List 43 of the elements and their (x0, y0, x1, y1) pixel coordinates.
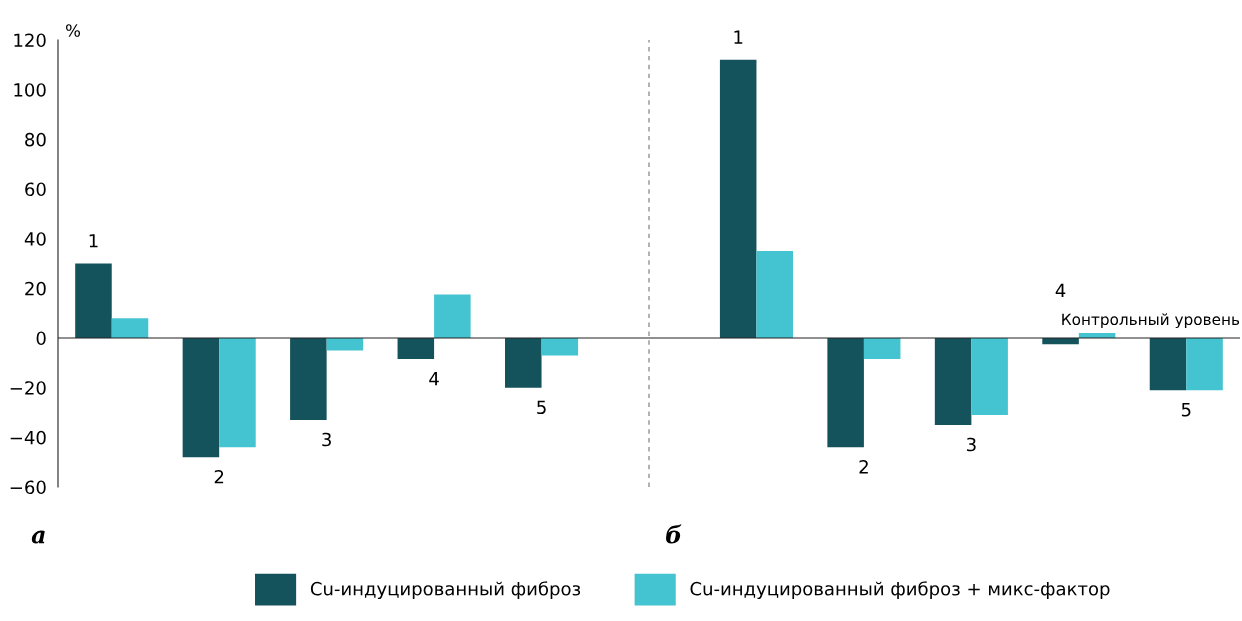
bar (397, 338, 435, 360)
bar (290, 338, 327, 420)
legend-label: Cu-индуцированный фиброз (310, 581, 581, 600)
text: б (666, 524, 682, 544)
bar (971, 338, 1008, 415)
y-tick-label: −40 (10, 430, 46, 445)
annotation: 3 (967, 437, 976, 452)
y-tick-label: −20 (10, 381, 46, 395)
y-tick-label: 60 (25, 182, 46, 197)
bar (1149, 338, 1187, 391)
bar (505, 338, 542, 388)
bar (541, 338, 579, 356)
y-tick-label: 80 (25, 132, 46, 147)
legend-label: Cu-индуцированный фиброз + микс-фактор (690, 581, 1110, 600)
annotation: 2 (859, 460, 868, 474)
bar (934, 338, 972, 425)
ref-line-label: Контрольный уровень (1062, 313, 1240, 329)
annotation: 5 (537, 400, 546, 415)
bar (434, 294, 471, 338)
annotation: 5 (1181, 403, 1191, 417)
bar (182, 338, 220, 458)
annotation: 1 (734, 30, 743, 44)
bar (1186, 338, 1223, 391)
y-tick-label: 0 (36, 331, 46, 346)
annotation: 4 (429, 372, 439, 386)
y-axis-title: % (66, 24, 81, 37)
annotation: 4 (1055, 283, 1066, 297)
bar (219, 338, 256, 448)
bar (75, 263, 112, 338)
y-tick-label: −60 (10, 480, 46, 495)
bar (863, 338, 901, 360)
y-tick-label: 120 (14, 33, 46, 48)
y-tick-label: 100 (14, 83, 46, 97)
annotation: 2 (214, 469, 224, 484)
bar (111, 318, 149, 338)
y-tick-label: 40 (24, 232, 46, 246)
bar (756, 251, 793, 338)
bar (719, 59, 757, 338)
y-tick-label: 20 (25, 281, 46, 296)
annotation: 3 (322, 432, 331, 447)
bar (827, 338, 864, 448)
annotation: 1 (89, 234, 98, 248)
text: а (31, 530, 45, 544)
